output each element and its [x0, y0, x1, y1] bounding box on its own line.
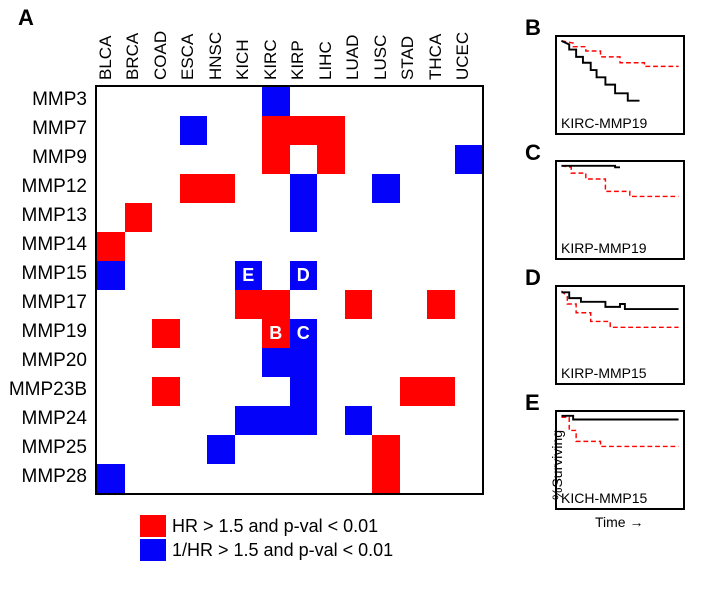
heatmap-cell: [262, 145, 290, 174]
row-label: MMP7: [32, 119, 87, 138]
col-label: ESCA: [178, 34, 198, 80]
km-panel: KIRC-MMP19: [555, 35, 685, 135]
legend-row: HR > 1.5 and p-val < 0.01: [140, 515, 393, 537]
heatmap-cell: [97, 261, 125, 290]
col-label: BRCA: [123, 33, 143, 80]
heatmap-cell: [427, 377, 455, 406]
heatmap-cell: [400, 377, 428, 406]
km-panel: KIRP-MMP15: [555, 285, 685, 385]
row-label: MMP9: [32, 148, 87, 167]
km-line-red: [561, 417, 678, 446]
heatmap-cell: [207, 174, 235, 203]
heatmap-cell: [262, 348, 290, 377]
km-line-black: [561, 292, 678, 309]
heatmap-cell: [152, 377, 180, 406]
heatmap-cell: [290, 348, 318, 377]
row-label: MMP25: [22, 438, 87, 457]
row-label: MMP15: [22, 264, 87, 283]
legend-swatch: [140, 515, 166, 537]
heatmap-cell: [290, 377, 318, 406]
col-label: STAD: [398, 36, 418, 80]
km-line-red: [561, 166, 678, 197]
km-line-red: [561, 41, 678, 67]
heatmap-cell: [290, 203, 318, 232]
col-label: KIRC: [261, 39, 281, 80]
heatmap-cell: [97, 232, 125, 261]
heatmap-cell: [427, 290, 455, 319]
col-label: BLCA: [96, 36, 116, 80]
heatmap-cell: [345, 406, 373, 435]
km-line-black: [561, 416, 678, 420]
row-label: MMP17: [22, 293, 87, 312]
km-caption: KICH-MMP15: [561, 490, 647, 506]
legend-row: 1/HR > 1.5 and p-val < 0.01: [140, 539, 393, 561]
heatmap-cell: [372, 174, 400, 203]
row-label: MMP13: [22, 206, 87, 225]
legend-label: 1/HR > 1.5 and p-val < 0.01: [172, 540, 393, 561]
heatmap-cell: [372, 435, 400, 464]
km-caption: KIRP-MMP19: [561, 240, 647, 256]
heatmap-cell: [345, 290, 373, 319]
panel-label: E: [525, 390, 540, 416]
heatmap-cell: [262, 406, 290, 435]
row-label: MMP3: [32, 90, 87, 109]
panel-a: A BLCA BRCA COAD ESCA HNSC KICH KIRC KIRP LIHC LU…: [10, 5, 500, 560]
heatmap-cell: [235, 261, 263, 290]
heatmap-cell: [235, 290, 263, 319]
heatmap-cell: [152, 319, 180, 348]
heatmap-cell: [235, 406, 263, 435]
legend-label: HR > 1.5 and p-val < 0.01: [172, 516, 378, 537]
km-panel: KICH-MMP15: [555, 410, 685, 510]
heatmap-cell: [262, 319, 290, 348]
row-label: MMP14: [22, 235, 87, 254]
heatmap-cell: [290, 406, 318, 435]
km-caption: KIRP-MMP15: [561, 365, 647, 381]
col-label: UCEC: [453, 32, 473, 80]
row-label: MMP28: [22, 467, 87, 486]
km-caption: KIRC-MMP19: [561, 115, 647, 131]
km-panel: KIRP-MMP19: [555, 160, 685, 260]
heatmap-cell: [290, 174, 318, 203]
col-label: COAD: [151, 31, 171, 80]
heatmap-cell: [317, 116, 345, 145]
heatmap-cell: [262, 290, 290, 319]
legend-swatch: [140, 539, 166, 561]
heatmap-cell: [207, 435, 235, 464]
col-label: LUAD: [343, 35, 363, 80]
col-label: KIRP: [288, 40, 308, 80]
heatmap-cell: [290, 116, 318, 145]
heatmap-cell: [290, 261, 318, 290]
row-label: MMP23B: [9, 380, 87, 399]
heatmap-grid: EDBC: [95, 85, 484, 495]
heatmap-cell: [290, 319, 318, 348]
km-ylabel: %Surviving: [549, 430, 565, 500]
col-label: HNSC: [206, 32, 226, 80]
col-label: THCA: [426, 34, 446, 80]
row-label: MMP19: [22, 322, 87, 341]
heatmap-cell: [372, 464, 400, 493]
row-label: MMP24: [22, 409, 87, 428]
row-label: MMP12: [22, 177, 87, 196]
panel-label: D: [525, 265, 541, 291]
heatmap-cell: [262, 87, 290, 116]
heatmap-legend: HR > 1.5 and p-val < 0.01 1/HR > 1.5 and …: [140, 515, 393, 563]
heatmap-cell: [97, 464, 125, 493]
km-xlabel: Time →: [595, 514, 643, 530]
heatmap-cell: [125, 203, 153, 232]
heatmap-cell: [180, 116, 208, 145]
row-label: MMP20: [22, 351, 87, 370]
heatmap-cell: [262, 116, 290, 145]
heatmap-cell: [180, 174, 208, 203]
panel-label: C: [525, 140, 541, 166]
heatmap-cell: [455, 145, 483, 174]
heatmap-cell: [317, 145, 345, 174]
col-label: LIHC: [316, 41, 336, 80]
panel-a-label: A: [18, 5, 34, 31]
km-line-black: [561, 41, 639, 101]
col-label: LUSC: [371, 35, 391, 80]
panel-label: B: [525, 15, 541, 41]
col-label: KICH: [233, 39, 253, 80]
